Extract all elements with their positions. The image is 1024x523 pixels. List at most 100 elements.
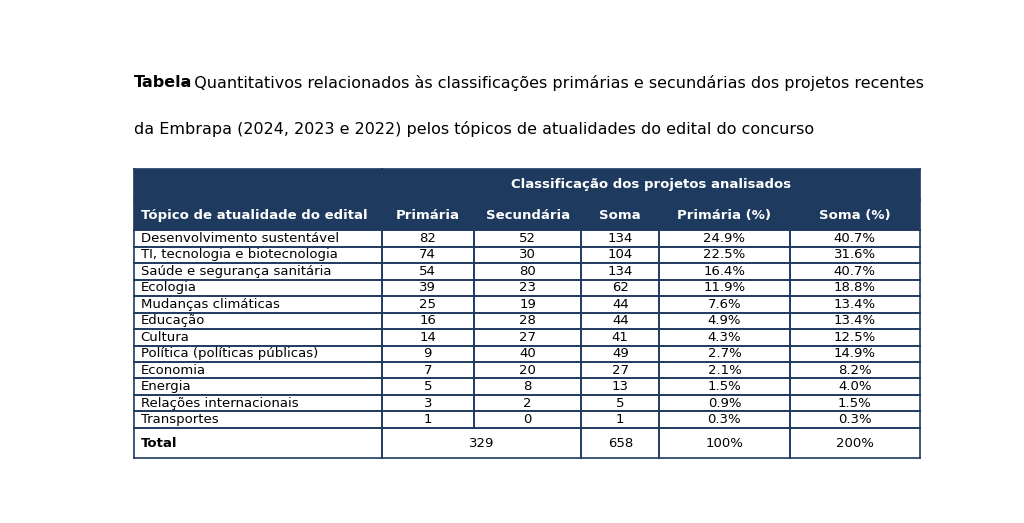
Bar	[382, 263, 474, 280]
Bar	[790, 313, 920, 329]
Text: 40.7%: 40.7%	[834, 232, 876, 245]
Bar	[582, 412, 659, 428]
Bar	[790, 379, 920, 395]
Bar	[134, 313, 382, 329]
Text: 0: 0	[523, 413, 531, 426]
Bar	[382, 296, 474, 313]
Text: Total: Total	[140, 437, 177, 450]
Bar	[582, 379, 659, 395]
Text: 19: 19	[519, 298, 536, 311]
Text: Relações internacionais: Relações internacionais	[140, 396, 298, 410]
Bar	[134, 362, 382, 379]
Text: 40.7%: 40.7%	[834, 265, 876, 278]
Text: 24.9%: 24.9%	[703, 232, 745, 245]
Text: 14: 14	[420, 331, 436, 344]
Bar	[474, 247, 582, 263]
Bar	[474, 362, 582, 379]
Bar	[382, 247, 474, 263]
Bar	[382, 346, 474, 362]
Bar	[582, 200, 659, 230]
Text: Cultura: Cultura	[140, 331, 189, 344]
Bar	[382, 362, 474, 379]
Bar	[790, 428, 920, 458]
Bar	[582, 280, 659, 296]
Bar	[382, 412, 474, 428]
Bar	[474, 263, 582, 280]
Text: TI, tecnologia e biotecnologia: TI, tecnologia e biotecnologia	[140, 248, 338, 262]
Text: Economia: Economia	[140, 363, 206, 377]
Bar	[134, 169, 382, 200]
Text: 100%: 100%	[706, 437, 743, 450]
Text: 11.9%: 11.9%	[703, 281, 745, 294]
Bar	[134, 395, 382, 412]
Bar	[474, 412, 582, 428]
Bar	[582, 346, 659, 362]
Text: Saúde e segurança sanitária: Saúde e segurança sanitária	[140, 265, 331, 278]
Text: 23: 23	[519, 281, 537, 294]
Bar	[659, 412, 790, 428]
Text: da Embrapa (2024, 2023 e 2022) pelos tópicos de atualidades do edital do concurs: da Embrapa (2024, 2023 e 2022) pelos tóp…	[134, 121, 814, 137]
Text: 8: 8	[523, 380, 531, 393]
Text: 4.0%: 4.0%	[838, 380, 871, 393]
Text: 16: 16	[420, 314, 436, 327]
Bar	[134, 428, 382, 458]
Text: 54: 54	[420, 265, 436, 278]
Bar	[790, 412, 920, 428]
Bar	[134, 329, 382, 346]
Bar	[790, 280, 920, 296]
Bar	[474, 230, 582, 247]
Text: 0.9%: 0.9%	[708, 396, 741, 410]
Text: 134: 134	[607, 265, 633, 278]
Bar	[382, 395, 474, 412]
Text: 1.5%: 1.5%	[708, 380, 741, 393]
Bar	[790, 247, 920, 263]
Text: 5: 5	[424, 380, 432, 393]
Text: Educação: Educação	[140, 314, 205, 327]
Bar	[134, 263, 382, 280]
Text: Classificação dos projetos analisados: Classificação dos projetos analisados	[511, 178, 791, 191]
Bar	[659, 313, 790, 329]
Bar	[382, 169, 920, 200]
Text: 2.1%: 2.1%	[708, 363, 741, 377]
Text: 1: 1	[616, 413, 625, 426]
Text: 39: 39	[420, 281, 436, 294]
Text: 4.3%: 4.3%	[708, 331, 741, 344]
Text: Transportes: Transportes	[140, 413, 218, 426]
Text: 7.6%: 7.6%	[708, 298, 741, 311]
Text: 28: 28	[519, 314, 536, 327]
Bar	[790, 296, 920, 313]
Text: 80: 80	[519, 265, 536, 278]
Text: 25: 25	[419, 298, 436, 311]
Bar	[134, 280, 382, 296]
Text: 13: 13	[611, 380, 629, 393]
Text: Primária (%): Primária (%)	[678, 209, 771, 222]
Text: 13.4%: 13.4%	[834, 298, 876, 311]
Text: 2.7%: 2.7%	[708, 347, 741, 360]
Text: 41: 41	[612, 331, 629, 344]
Bar	[582, 263, 659, 280]
Bar	[659, 263, 790, 280]
Bar	[659, 296, 790, 313]
Bar	[474, 280, 582, 296]
Text: 82: 82	[420, 232, 436, 245]
Text: Desenvolvimento sustentável: Desenvolvimento sustentável	[140, 232, 339, 245]
Text: Energia: Energia	[140, 380, 191, 393]
Text: 74: 74	[420, 248, 436, 262]
Text: 5: 5	[616, 396, 625, 410]
Bar	[382, 329, 474, 346]
Bar	[582, 313, 659, 329]
Bar	[582, 395, 659, 412]
Text: Tabela: Tabela	[134, 75, 193, 90]
Text: Soma (%): Soma (%)	[819, 209, 891, 222]
Text: Secundária: Secundária	[485, 209, 569, 222]
Text: 27: 27	[611, 363, 629, 377]
Text: 14.9%: 14.9%	[834, 347, 876, 360]
Text: 4.9%: 4.9%	[708, 314, 741, 327]
Bar	[582, 362, 659, 379]
Bar	[582, 428, 659, 458]
Bar	[474, 200, 582, 230]
Bar	[382, 379, 474, 395]
Bar	[382, 230, 474, 247]
Bar	[659, 428, 790, 458]
Text: 31.6%: 31.6%	[834, 248, 876, 262]
